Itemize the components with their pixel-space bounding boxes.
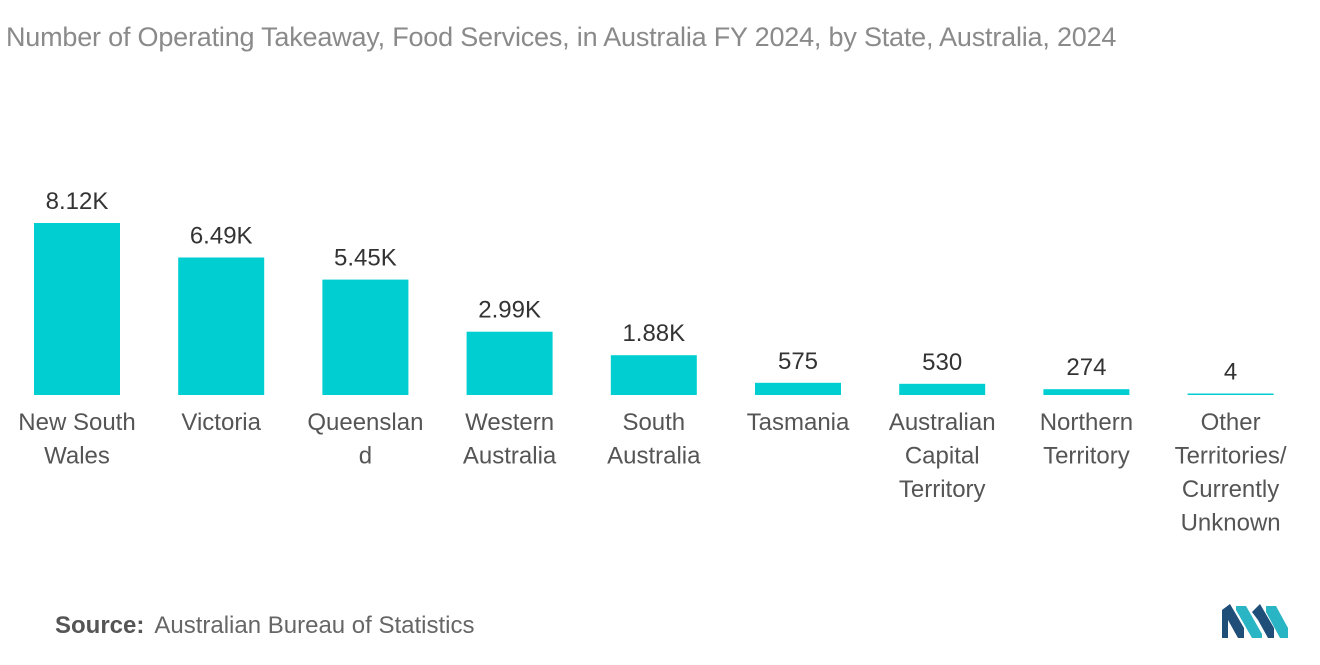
- data-label: 530: [922, 349, 962, 376]
- data-label: 575: [778, 348, 818, 375]
- category-label-line: Territories/: [1175, 443, 1287, 470]
- category-label: Australian Capital Territory: [889, 409, 996, 503]
- category-label-line: Currently: [1182, 476, 1279, 503]
- category-label-line: Queenslan: [307, 409, 423, 436]
- source-label: Source:: [55, 612, 145, 639]
- bar-chart: 8.12K New South Wales 6.49K Victoria 5.45K Que…: [18, 188, 1287, 537]
- category-label: Queenslan d: [307, 409, 423, 470]
- bar: [610, 355, 697, 395]
- category-label-line: Wales: [44, 443, 110, 470]
- data-label: 274: [1066, 354, 1106, 381]
- category-label: New South Wales: [18, 409, 135, 470]
- chart-title: Number of Operating Takeaway, Food Servi…: [6, 22, 1117, 52]
- category-label-line: Northern: [1040, 409, 1133, 436]
- category-label-line: Other: [1201, 409, 1261, 436]
- source-value: Australian Bureau of Statistics: [154, 612, 475, 639]
- category-label-line: Territory: [899, 476, 986, 503]
- category-label-line: Australian: [889, 409, 996, 436]
- data-label: 5.45K: [334, 245, 397, 272]
- category-label: Northern Territory: [1040, 409, 1133, 470]
- category-label: Western Australia: [463, 409, 557, 470]
- category-label-line: Australia: [463, 443, 557, 470]
- category-label: Tasmania: [747, 409, 850, 436]
- data-label: 4: [1224, 359, 1237, 386]
- category-label-line: d: [359, 443, 372, 470]
- category-label: Victoria: [181, 409, 261, 436]
- category-label-line: South: [622, 409, 685, 436]
- data-label: 2.99K: [478, 297, 541, 324]
- bar: [466, 331, 553, 395]
- bar: [755, 382, 841, 395]
- bar: [322, 279, 409, 395]
- category-label-line: Australia: [607, 443, 701, 470]
- category-label-line: Unknown: [1181, 510, 1281, 537]
- category-label: South Australia: [607, 409, 701, 470]
- bar: [899, 383, 986, 395]
- category-label-line: New South: [18, 409, 135, 436]
- bar: [34, 223, 120, 395]
- category-label-line: Victoria: [181, 409, 261, 436]
- data-label: 8.12K: [46, 188, 109, 215]
- mordor-intelligence-logo-icon: [1222, 604, 1288, 638]
- category-label: Other Territories/Currently Unknown: [1175, 409, 1287, 537]
- data-label: 1.88K: [622, 320, 685, 347]
- category-label-line: Western: [465, 409, 554, 436]
- data-label: 6.49K: [190, 223, 253, 250]
- category-label-line: Tasmania: [747, 409, 850, 436]
- bar: [1187, 393, 1274, 395]
- bar: [1043, 389, 1130, 395]
- category-label-line: Territory: [1043, 443, 1130, 470]
- source-note: Source: Australian Bureau of Statistics: [55, 612, 475, 640]
- bar: [178, 257, 265, 395]
- category-label-line: Capital: [905, 443, 980, 470]
